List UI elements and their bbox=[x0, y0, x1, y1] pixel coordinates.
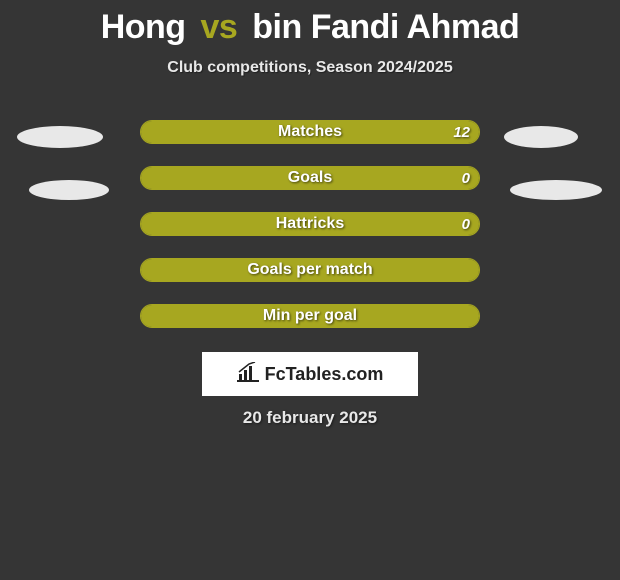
bar-track bbox=[140, 258, 480, 282]
player1-name: Hong bbox=[101, 8, 186, 46]
bar-track bbox=[140, 304, 480, 328]
bar-track bbox=[140, 212, 480, 236]
bar-track bbox=[140, 120, 480, 144]
bar-track bbox=[140, 166, 480, 190]
bar-fill bbox=[141, 259, 479, 281]
logo-text: FcTables.com bbox=[265, 364, 384, 385]
stat-row: Hattricks0 bbox=[0, 212, 620, 242]
comparison-chart: Matches12Goals0Hattricks0Goals per match… bbox=[0, 120, 620, 350]
stat-row: Goals per match bbox=[0, 258, 620, 288]
side-ellipse bbox=[504, 126, 578, 148]
side-ellipse bbox=[510, 180, 602, 200]
date-text: 20 february 2025 bbox=[0, 408, 620, 428]
bar-value: 0 bbox=[462, 212, 470, 236]
side-ellipse bbox=[29, 180, 109, 200]
bar-value: 12 bbox=[453, 120, 470, 144]
stat-row: Min per goal bbox=[0, 304, 620, 334]
bar-value: 0 bbox=[462, 166, 470, 190]
page-title: Hong vs bin Fandi Ahmad bbox=[0, 0, 620, 47]
bar-fill bbox=[141, 305, 479, 327]
player2-name: bin Fandi Ahmad bbox=[252, 8, 519, 46]
side-ellipse bbox=[17, 126, 103, 148]
source-logo: FcTables.com bbox=[202, 352, 418, 396]
chart-icon bbox=[237, 362, 259, 387]
bar-fill bbox=[141, 167, 479, 189]
bar-fill bbox=[141, 213, 479, 235]
bar-fill bbox=[141, 121, 479, 143]
subtitle: Club competitions, Season 2024/2025 bbox=[0, 59, 620, 77]
vs-separator: vs bbox=[201, 8, 238, 46]
